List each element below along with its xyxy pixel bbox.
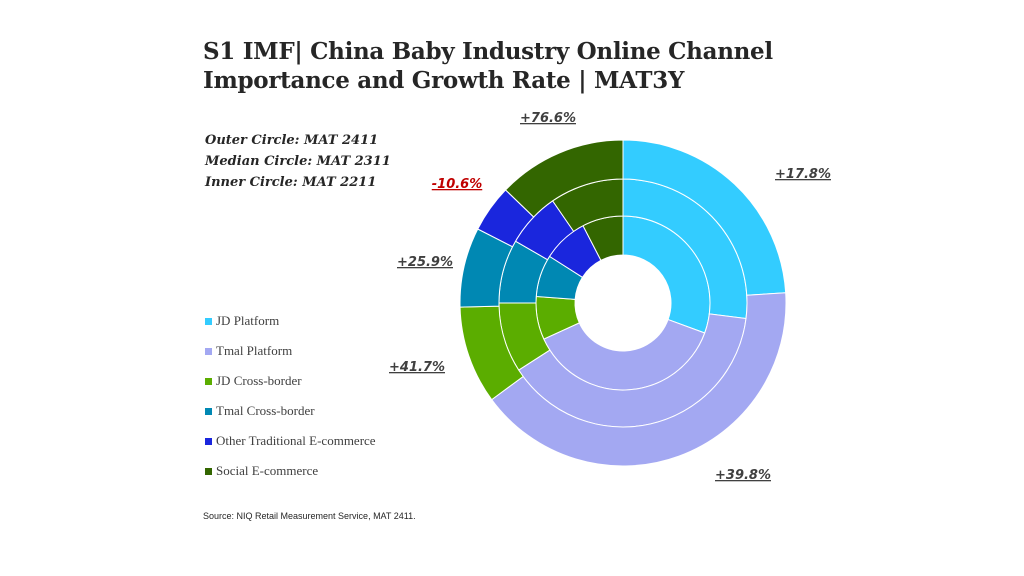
growth-label: +76.6% — [520, 111, 576, 126]
legend-swatch — [205, 467, 212, 475]
legend-item-jd-cross-border: JD Cross-border — [205, 366, 376, 396]
growth-label: +17.8% — [775, 167, 831, 182]
title-line-2: Importance and Growth Rate | MAT3Y — [203, 67, 685, 94]
legend-swatch — [205, 317, 212, 325]
legend-label: JD Cross-border — [216, 373, 302, 388]
ring-key: Outer Circle: MAT 2411 Median Circle: MA… — [205, 130, 391, 193]
slice-outer-1 — [491, 292, 787, 467]
legend-item-tmal-cross-border: Tmal Cross-border — [205, 396, 376, 426]
growth-label: +25.9% — [397, 255, 453, 270]
chart-title: S1 IMF| China Baby Industry Online Chann… — [203, 37, 773, 95]
legend-label: Social E-commerce — [216, 463, 319, 478]
legend-swatch — [205, 407, 212, 415]
growth-label: +41.7% — [389, 360, 445, 375]
legend-swatch — [205, 377, 212, 385]
ring-label-outer: Outer Circle: MAT 2411 — [205, 133, 379, 148]
legend: JD Platform Tmal Platform JD Cross-borde… — [205, 306, 376, 486]
slice-outer-5 — [504, 139, 624, 218]
legend-label: JD Platform — [216, 313, 280, 328]
legend-item-jd-platform: JD Platform — [205, 306, 376, 336]
title-line-1: S1 IMF| China Baby Industry Online Chann… — [203, 38, 773, 65]
legend-swatch — [205, 437, 212, 445]
legend-item-tmal-platform: Tmal Platform — [205, 336, 376, 366]
legend-item-social: Social E-commerce — [205, 456, 376, 486]
source-note: Source: NIQ Retail Measurement Service, … — [203, 511, 416, 521]
legend-label: Other Traditional E-commerce — [216, 433, 376, 448]
ring-label-inner: Inner Circle: MAT 2211 — [205, 175, 377, 190]
legend-label: Tmal Cross-border — [216, 403, 315, 418]
legend-swatch — [205, 347, 212, 355]
growth-label: -10.6% — [432, 177, 483, 192]
ring-label-median: Median Circle: MAT 2311 — [205, 154, 391, 169]
growth-label: +39.8% — [715, 468, 771, 483]
legend-item-other-traditional: Other Traditional E-commerce — [205, 426, 376, 456]
legend-label: Tmal Platform — [216, 343, 293, 358]
